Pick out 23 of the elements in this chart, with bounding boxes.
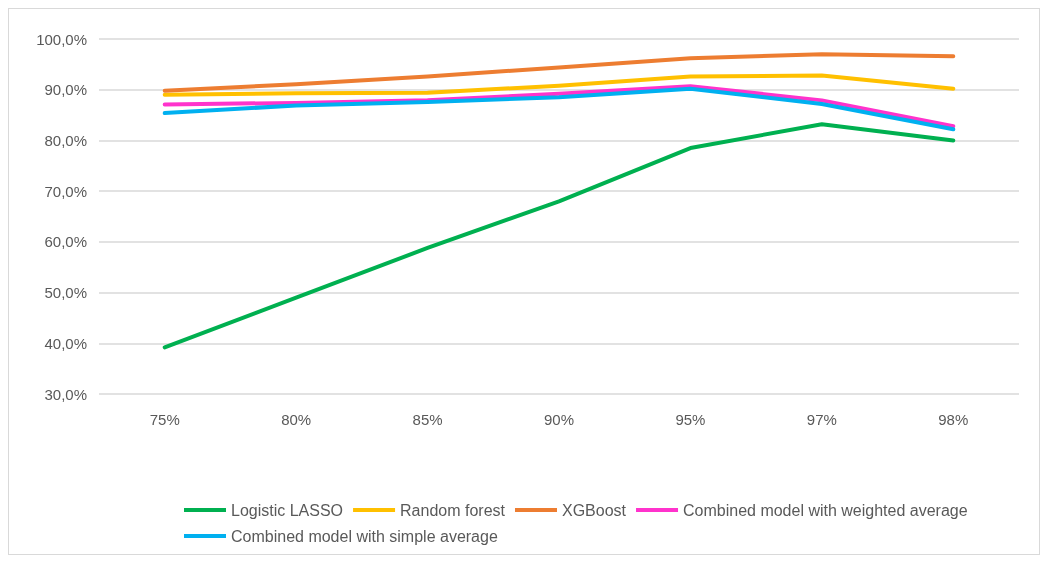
- x-tick-label: 98%: [938, 411, 969, 428]
- legend-label: Random forest: [400, 501, 506, 519]
- y-tick-label: 30,0%: [44, 385, 87, 403]
- x-tick-label: 95%: [675, 411, 706, 428]
- legend-label: XGBoost: [561, 501, 627, 519]
- line-series: [162, 73, 956, 97]
- x-tick-label: 75%: [149, 411, 180, 428]
- legend-label: Logistic LASSO: [231, 501, 344, 519]
- y-tick-label: 80,0%: [44, 131, 87, 149]
- x-tick-label: 80%: [281, 411, 312, 428]
- y-tick-label: 40,0%: [44, 334, 87, 352]
- line-series: [162, 122, 956, 350]
- x-tick-label: 90%: [543, 411, 575, 428]
- legend-label: Combined model with simple average: [231, 527, 498, 545]
- x-tick-label: 97%: [806, 411, 837, 428]
- line-series: [162, 52, 956, 93]
- y-tick-label: 50,0%: [44, 284, 87, 302]
- y-tick-label: 90,0%: [44, 81, 87, 99]
- legend-label: Combined model with weighted average: [683, 501, 968, 519]
- y-tick-label: 100,0%: [36, 30, 87, 48]
- x-tick-label: 85%: [412, 411, 443, 428]
- y-tick-label: 70,0%: [44, 182, 87, 200]
- y-tick-label: 60,0%: [44, 233, 87, 251]
